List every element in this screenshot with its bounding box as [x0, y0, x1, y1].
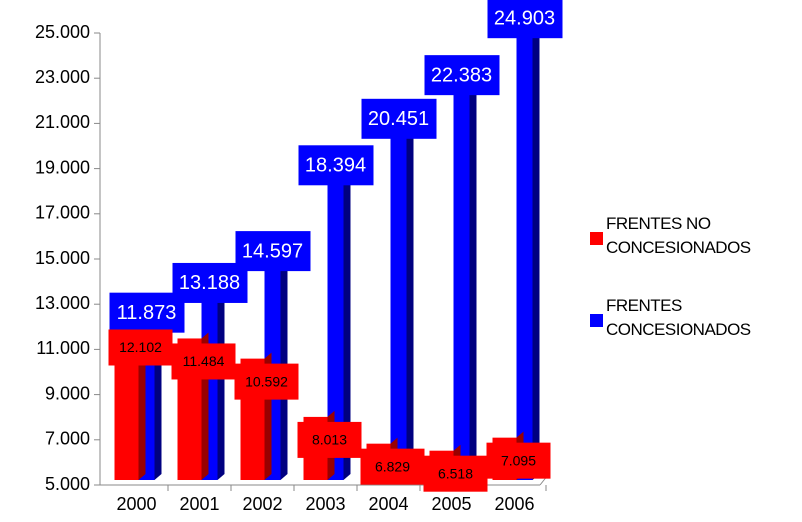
value-label: 13.188: [179, 272, 240, 294]
value-label: 10.592: [245, 373, 288, 389]
bar-side: [469, 86, 477, 481]
x-tick-label: 2003: [305, 494, 345, 514]
value-label-box: [298, 145, 374, 186]
y-tick-label: 13.000: [35, 293, 90, 313]
value-label: 20.451: [368, 108, 429, 130]
y-tick-label: 21.000: [35, 112, 90, 132]
y-tick-label: 15.000: [35, 248, 90, 268]
y-tick-label: 11.000: [36, 338, 90, 358]
value-label: 18.394: [305, 155, 366, 177]
value-label-box: [108, 329, 173, 366]
bar-side: [532, 29, 540, 480]
bar-side: [343, 176, 351, 480]
legend-label: FRENTES NO CONCESIONADOS: [606, 214, 751, 257]
value-label: 6.518: [438, 465, 473, 481]
value-label: 11.484: [183, 353, 225, 369]
value-label: 8.013: [312, 432, 347, 448]
y-tick-label: 5.000: [45, 474, 90, 494]
y-tick-label: 9.000: [45, 383, 90, 403]
y-tick-label: 17.000: [35, 203, 90, 223]
value-label-box: [235, 231, 311, 272]
value-label-box: [361, 98, 437, 139]
y-tick-label: 25.000: [35, 22, 90, 42]
y-tick-label: 7.000: [45, 429, 90, 449]
bar: [516, 35, 533, 480]
value-label-box: [360, 448, 425, 485]
x-tick-label: 2006: [494, 494, 534, 514]
value-label: 11.873: [117, 302, 177, 324]
value-label: 22.383: [431, 64, 492, 86]
value-label-box: [109, 292, 185, 333]
value-label-box: [297, 421, 362, 458]
legend-label: FRENTES CONCESIONADOS: [606, 296, 751, 339]
bar: [390, 135, 407, 480]
value-label-box: [234, 363, 299, 400]
x-tick-label: 2002: [242, 494, 282, 514]
x-tick-label: 2005: [431, 494, 471, 514]
bar: [327, 182, 344, 480]
legend-swatch: [590, 232, 603, 245]
y-tick-label: 19.000: [35, 157, 90, 177]
value-label: 7.095: [501, 452, 536, 468]
value-label-box: [172, 262, 248, 303]
value-label-box: [423, 455, 488, 492]
x-tick-label: 2001: [179, 494, 219, 514]
value-label: 6.829: [375, 458, 410, 474]
value-label: 14.597: [242, 240, 303, 262]
x-tick-label: 2004: [368, 494, 408, 514]
x-tick-label: 2000: [116, 494, 156, 514]
bar: [453, 92, 470, 481]
value-label: 12.102: [119, 339, 162, 355]
y-tick-label: 23.000: [35, 67, 90, 87]
value-label-box: [486, 442, 551, 479]
bar-side: [406, 129, 414, 480]
value-label-box: [487, 0, 563, 39]
value-label-box: [424, 55, 500, 96]
value-label-box: [171, 343, 236, 380]
value-label: 24.903: [494, 7, 555, 29]
legend-swatch: [590, 314, 603, 327]
bar-side: [217, 293, 225, 480]
